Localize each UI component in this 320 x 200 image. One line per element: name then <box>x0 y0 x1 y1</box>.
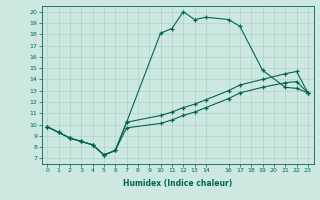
X-axis label: Humidex (Indice chaleur): Humidex (Indice chaleur) <box>123 179 232 188</box>
